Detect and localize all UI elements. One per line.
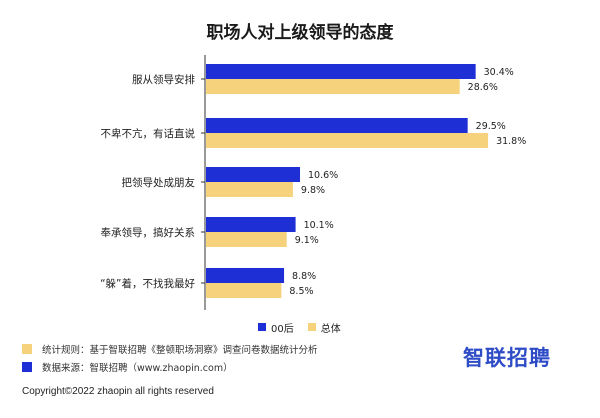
data-label: 9.8% [301,185,325,196]
category-label: 把领导处成朋友 [122,176,196,189]
bar-00 [206,268,285,283]
legend-swatch-yellow [307,323,316,331]
legend-item-00: 00后 [258,320,294,335]
category-label: 不卑不亢，有话直说 [101,127,196,140]
zhaopin-logo: 智联招聘 [463,342,551,372]
legend-label-00: 00后 [271,323,294,335]
copyright: Copyright©2022 zhaopin all rights reserv… [22,386,214,397]
data-label: 8.5% [289,286,313,297]
chart-title: 职场人对上级领导的态度 [206,23,394,43]
legend-label-overall: 总体 [320,323,341,335]
bar-overall [206,182,293,197]
data-label: 29.5% [476,121,506,132]
bar-00 [206,167,301,182]
bar-overall [206,232,287,247]
note-swatch-blue [22,362,32,372]
legend: 00后 总体 [258,320,355,335]
note-swatch-yellow [22,344,32,354]
data-label: 10.1% [304,220,334,231]
bar-overall [206,283,282,298]
data-label: 28.6% [468,82,498,93]
data-label: 31.8% [496,136,526,147]
legend-item-overall: 总体 [307,320,341,335]
data-label: 8.8% [292,271,316,282]
note-source: 数据来源：智联招聘（www.zhaopin.com） [22,358,318,376]
note-source-text: 数据来源：智联招聘（www.zhaopin.com） [42,363,233,374]
note-rule-text: 统计规则：基于智联招聘《整顿职场洞察》调查问卷数据统计分析 [42,345,318,356]
bar-00 [206,118,468,133]
bar-overall [206,79,460,94]
footnotes: 统计规则：基于智联招聘《整顿职场洞察》调查问卷数据统计分析 数据来源：智联招聘（… [22,340,318,376]
bar-overall [206,133,489,148]
data-label: 10.6% [308,170,338,181]
legend-swatch-blue [258,323,266,331]
category-label: 服从领导安排 [132,73,195,86]
category-label: 奉承领导，搞好关系 [101,226,196,239]
note-rule: 统计规则：基于智联招聘《整顿职场洞察》调查问卷数据统计分析 [22,340,318,358]
logo-text: 智联招聘 [463,346,551,370]
data-label: 30.4% [484,67,514,78]
bar-00 [206,64,476,79]
bar-00 [206,217,296,232]
category-label: “躲”着，不找我最好 [100,277,195,290]
data-label: 9.1% [295,235,319,246]
